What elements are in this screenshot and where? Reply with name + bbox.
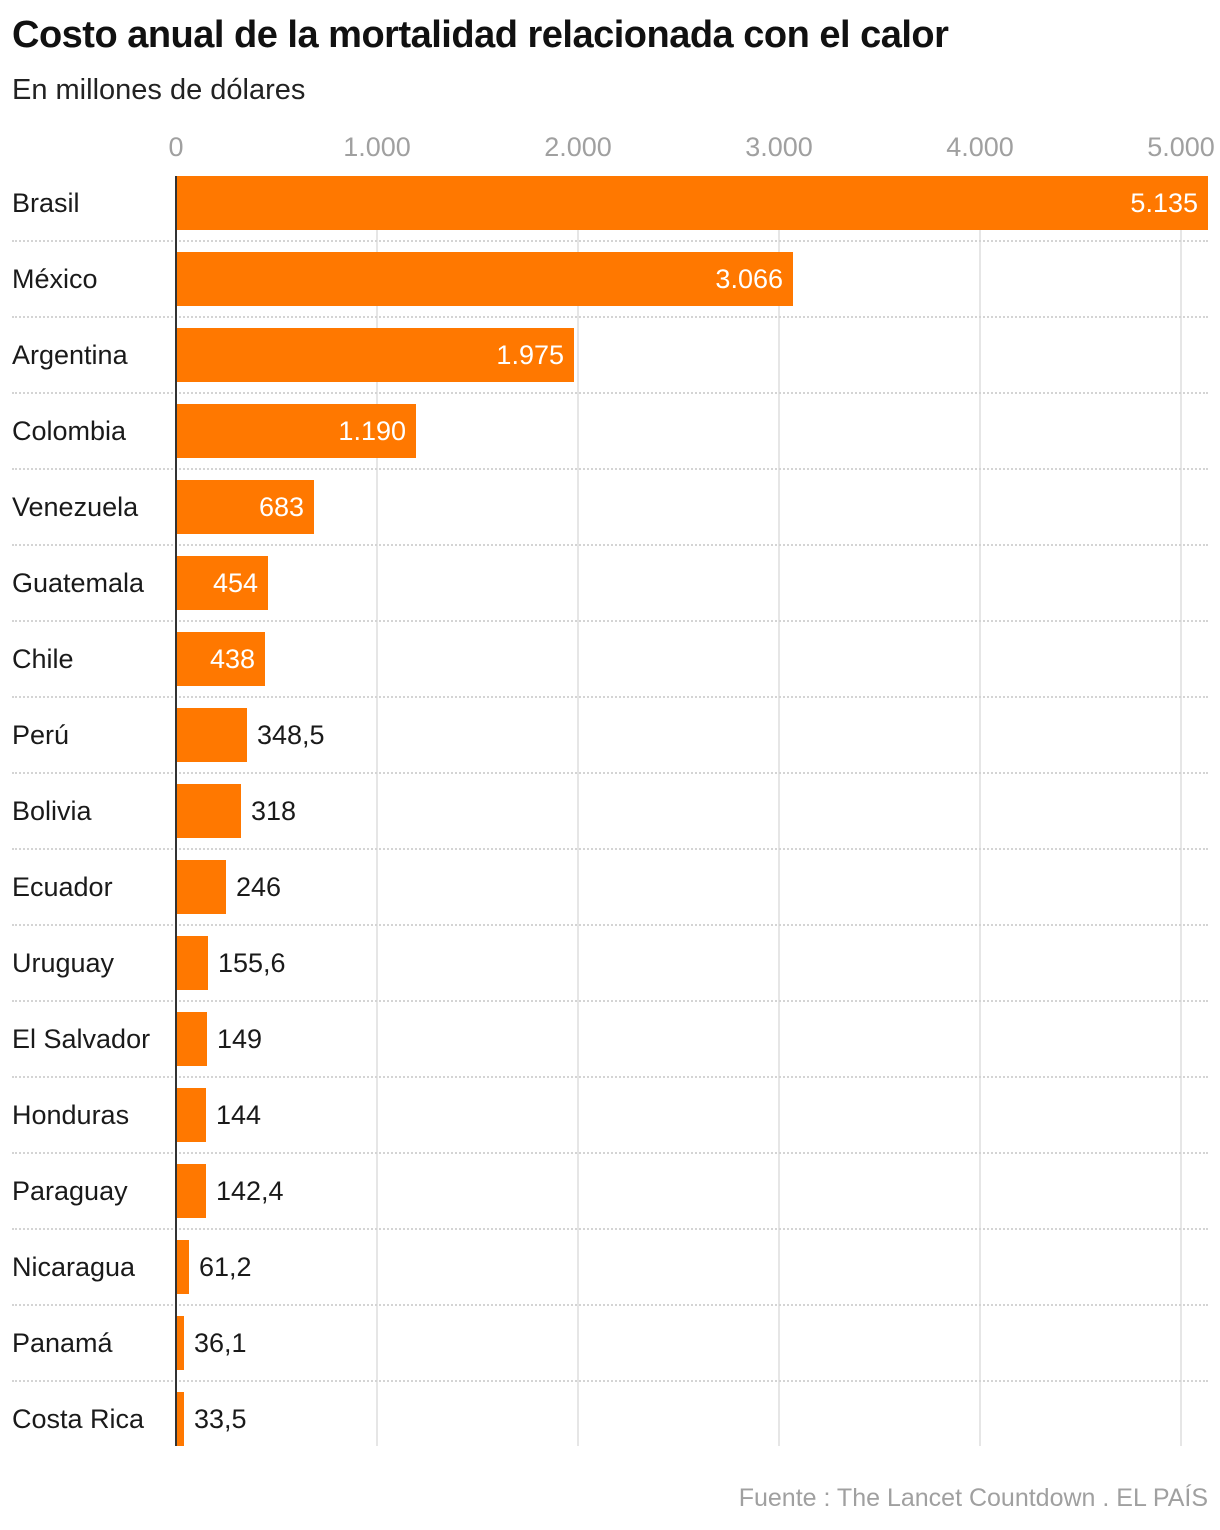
value-label: 149	[217, 1024, 263, 1054]
chart-title: Costo anual de la mortalidad relacionada…	[12, 14, 949, 56]
row-separator	[12, 1076, 1208, 1078]
row-separator	[12, 696, 1208, 698]
bar	[177, 328, 574, 382]
bar	[177, 556, 268, 610]
row-separator	[12, 620, 1208, 622]
country-label: Panamá	[12, 1328, 113, 1358]
bar	[177, 1240, 189, 1294]
row-separator	[12, 1228, 1208, 1230]
country-label: Guatemala	[12, 568, 145, 598]
value-label: 142,4	[216, 1176, 284, 1206]
bar	[177, 176, 1208, 230]
row-separator	[12, 544, 1208, 546]
value-label: 454	[212, 568, 258, 598]
country-label: Venezuela	[12, 492, 139, 522]
country-label: Nicaragua	[12, 1252, 136, 1282]
bar	[177, 1164, 206, 1218]
value-label: 155,6	[218, 948, 286, 978]
country-label: Chile	[12, 644, 74, 674]
bar	[177, 404, 416, 458]
value-label: 1.975	[496, 340, 564, 370]
chart-subtitle: En millones de dólares	[12, 74, 306, 106]
source-credit: Fuente : The Lancet Countdown . EL PAÍS	[738, 1484, 1208, 1512]
row-separator	[12, 1000, 1208, 1002]
bar	[177, 1392, 184, 1446]
value-label: 438	[209, 644, 255, 674]
value-label: 33,5	[194, 1404, 247, 1434]
row-separator	[12, 392, 1208, 394]
country-label: Brasil	[12, 188, 80, 218]
row-separator	[12, 848, 1208, 850]
country-label: Honduras	[12, 1100, 130, 1130]
row-separator	[12, 924, 1208, 926]
country-label: Uruguay	[12, 948, 115, 978]
row-separator	[12, 1304, 1208, 1306]
bar	[177, 708, 247, 762]
value-label: 318	[251, 796, 297, 826]
x-tick-label: 1.000	[343, 132, 411, 162]
value-label: 246	[236, 872, 282, 902]
value-label: 144	[216, 1100, 262, 1130]
row-separator	[12, 316, 1208, 318]
vertical-gridline	[376, 176, 378, 1446]
row-separator	[12, 1152, 1208, 1154]
row-separator	[12, 1380, 1208, 1382]
value-label: 1.190	[338, 416, 406, 446]
bar	[177, 860, 226, 914]
row-separator	[12, 240, 1208, 242]
bar	[177, 936, 208, 990]
country-label: Bolivia	[12, 796, 92, 826]
vertical-gridline	[979, 176, 981, 1446]
value-label: 5.135	[1130, 188, 1198, 218]
x-tick-label: 2.000	[544, 132, 612, 162]
value-label: 348,5	[257, 720, 325, 750]
x-tick-label: 3.000	[745, 132, 813, 162]
bar	[177, 784, 241, 838]
vertical-gridline	[1180, 176, 1182, 1446]
value-label: 61,2	[199, 1252, 252, 1282]
bar	[177, 632, 265, 686]
bar	[177, 480, 314, 534]
bar	[177, 252, 793, 306]
vertical-gridline	[577, 176, 579, 1446]
country-label: Ecuador	[12, 872, 113, 902]
value-label: 683	[258, 492, 304, 522]
country-label: Perú	[12, 720, 70, 750]
x-tick-label: 0	[168, 132, 184, 162]
row-separator	[12, 468, 1208, 470]
value-label: 36,1	[194, 1328, 247, 1358]
bar	[177, 1316, 184, 1370]
bar	[177, 1012, 207, 1066]
country-label: Argentina	[12, 340, 128, 370]
bar	[177, 1088, 206, 1142]
country-label: Costa Rica	[12, 1404, 145, 1434]
zero-axis-line	[175, 176, 177, 1446]
country-label: El Salvador	[12, 1024, 151, 1054]
vertical-gridline	[778, 176, 780, 1446]
country-label: Paraguay	[12, 1176, 128, 1206]
value-label: 3.066	[715, 264, 783, 294]
country-label: Colombia	[12, 416, 127, 446]
country-label: México	[12, 264, 98, 294]
row-separator	[12, 772, 1208, 774]
x-tick-label: 5.000	[1147, 132, 1215, 162]
x-tick-label: 4.000	[946, 132, 1014, 162]
